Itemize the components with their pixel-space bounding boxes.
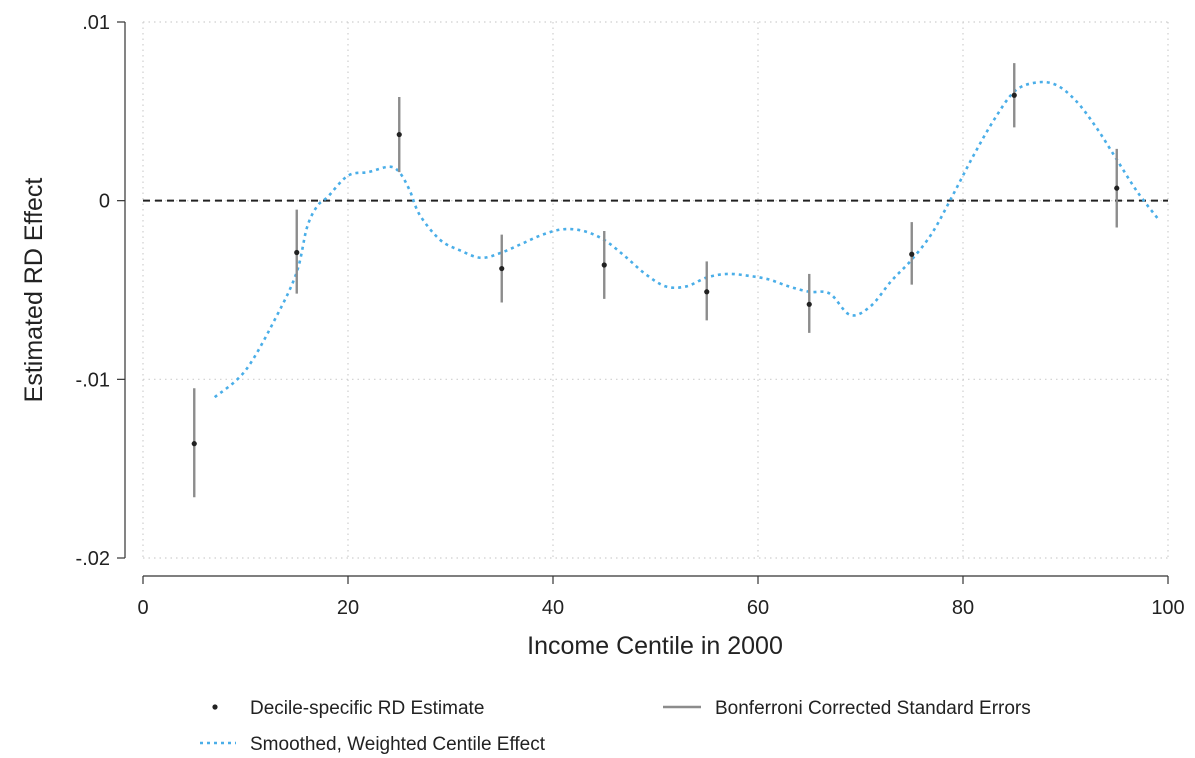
smoothed-centile-effect-line: [213, 80, 1159, 399]
decile-point: [909, 251, 915, 257]
decile-point: [499, 265, 505, 272]
x-tick-label: 80: [952, 597, 974, 619]
x-axis-title: Income Centile in 2000: [527, 632, 783, 660]
x-tick-label: 0: [137, 597, 148, 619]
decile-point: [704, 289, 710, 295]
y-axis-ticks: .01 0 -.01 -.02: [76, 12, 125, 570]
legend-label-line: Smoothed, Weighted Centile Effect: [250, 734, 546, 755]
y-tick-label: -.01: [76, 369, 110, 391]
decile-point: [294, 249, 300, 256]
y-axis-title: Estimated RD Effect: [20, 178, 48, 403]
x-tick-label: 60: [747, 597, 769, 619]
y-tick-label: 0: [99, 191, 110, 213]
decile-point: [191, 441, 197, 447]
legend-label-points: Decile-specific RD Estimate: [250, 698, 484, 719]
decile-point: [396, 131, 402, 138]
legend-label-errorbars: Bonferroni Corrected Standard Errors: [715, 698, 1031, 719]
decile-point: [601, 262, 607, 268]
x-axis-ticks: 0 20 40 60 80 100: [137, 576, 1185, 619]
decile-point: [1114, 185, 1120, 191]
x-tick-label: 40: [542, 597, 564, 619]
legend-point-marker: [212, 704, 218, 710]
decile-point: [806, 301, 812, 307]
x-tick-label: 20: [337, 597, 359, 619]
y-tick-label: .01: [82, 12, 110, 34]
x-tick-label: 100: [1151, 597, 1184, 619]
decile-points: [191, 92, 1120, 447]
decile-point: [1011, 92, 1017, 98]
legend: Decile-specific RD Estimate Bonferroni C…: [200, 698, 1031, 755]
y-tick-label: -.02: [76, 548, 110, 570]
